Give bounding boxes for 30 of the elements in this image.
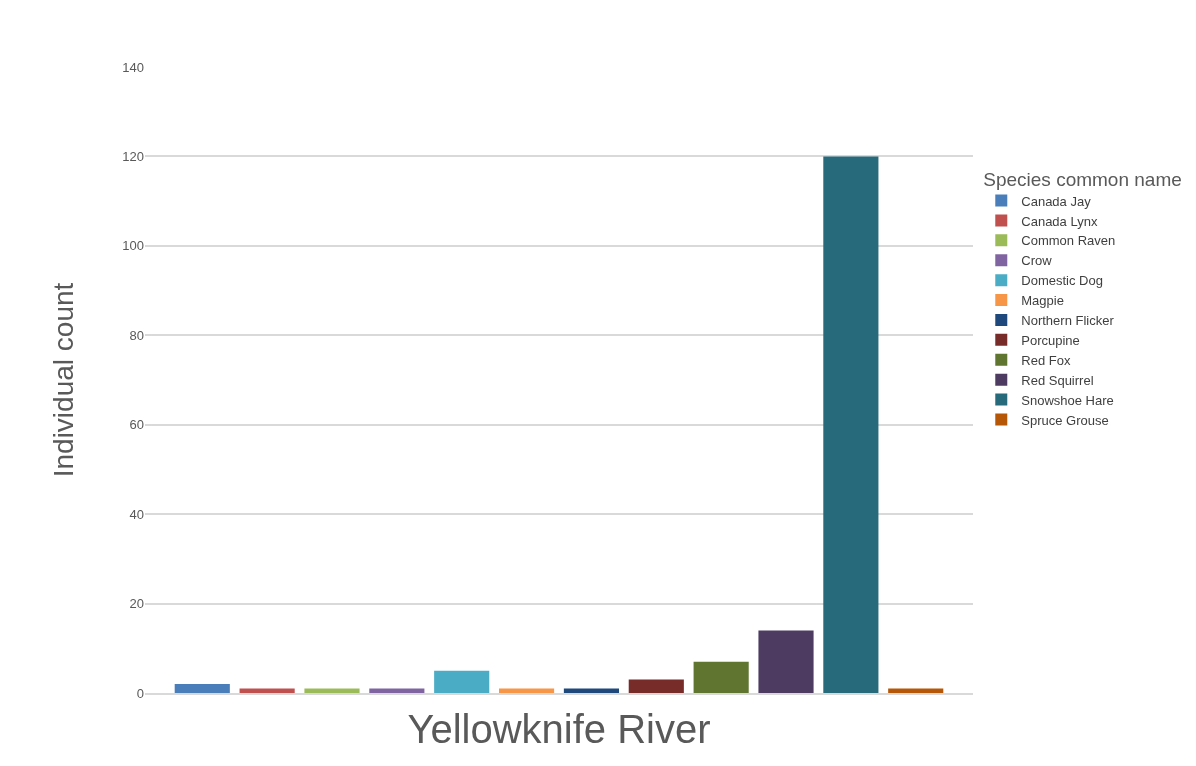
y-tick-label: 120 (122, 148, 144, 164)
legend-label: Canada Jay (1021, 193, 1092, 209)
y-tick-label: 20 (129, 596, 144, 612)
y-tick-label: 80 (129, 327, 144, 343)
bar (174, 684, 230, 693)
y-tick-label: 60 (129, 417, 144, 433)
legend-label: Porcupine (1021, 332, 1080, 348)
bar (628, 679, 684, 693)
legend-label: Common Raven (1021, 233, 1116, 249)
legend-label: Domestic Dog (1021, 273, 1103, 289)
y-axis-title: Individual count (48, 282, 79, 478)
legend-label: Red Squirrel (1021, 372, 1094, 388)
bar (304, 688, 360, 693)
legend-label: Magpie (1021, 293, 1064, 309)
bar (758, 630, 814, 693)
bar (434, 670, 490, 693)
legend-label: Northern Flicker (1021, 313, 1115, 329)
legend-title: Species common name (983, 168, 1182, 190)
y-tick-label: 100 (122, 238, 144, 254)
y-tick-label: 140 (122, 59, 144, 75)
bar (693, 661, 749, 693)
x-tick-label: Yellowknife River (407, 707, 711, 751)
legend-label: Crow (1021, 253, 1053, 269)
legend-label: Snowshoe Hare (1021, 392, 1114, 408)
y-tick-label: 40 (129, 506, 144, 522)
bar (823, 156, 879, 693)
legend-label: Spruce Grouse (1021, 412, 1109, 428)
y-tick-label: 0 (136, 685, 144, 701)
legend-label: Red Fox (1021, 352, 1071, 368)
legend-label: Canada Lynx (1021, 213, 1098, 229)
